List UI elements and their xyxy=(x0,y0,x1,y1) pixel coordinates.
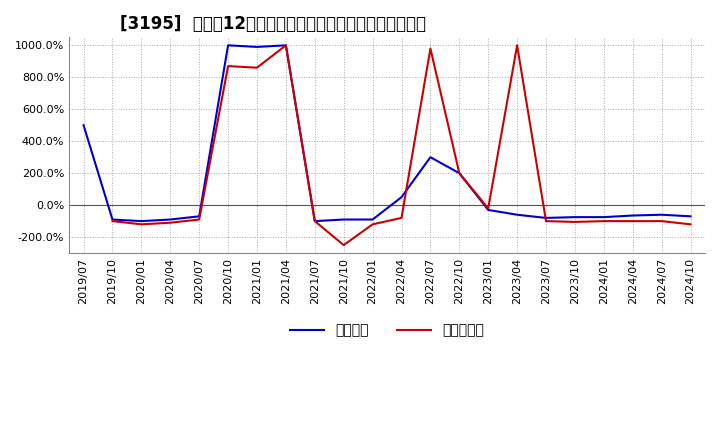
当期純利益 xyxy=(310,219,319,224)
Legend: 経常利益, 当期純利益: 経常利益, 当期純利益 xyxy=(284,318,490,343)
経常利益 xyxy=(137,219,145,224)
当期純利益 xyxy=(484,205,492,211)
経常利益 xyxy=(541,215,550,220)
経常利益 xyxy=(397,194,406,200)
当期純利益 xyxy=(282,43,290,48)
経常利益 xyxy=(686,214,695,219)
当期純利益 xyxy=(686,222,695,227)
経常利益 xyxy=(224,43,233,48)
当期純利益 xyxy=(137,222,145,227)
当期純利益 xyxy=(166,220,174,225)
経常利益 xyxy=(484,207,492,213)
経常利益 xyxy=(455,171,464,176)
経常利益 xyxy=(657,212,666,217)
経常利益 xyxy=(79,123,88,128)
経常利益 xyxy=(426,154,435,160)
経常利益 xyxy=(513,212,521,217)
経常利益 xyxy=(600,214,608,220)
経常利益 xyxy=(571,214,580,220)
当期純利益 xyxy=(195,217,204,222)
当期純利益 xyxy=(513,43,521,48)
Line: 当期純利益: 当期純利益 xyxy=(112,45,690,245)
当期純利益 xyxy=(224,63,233,69)
Line: 経常利益: 経常利益 xyxy=(84,45,690,221)
当期純利益 xyxy=(629,219,637,224)
当期純利益 xyxy=(397,215,406,220)
当期純利益 xyxy=(253,65,261,70)
経常利益 xyxy=(339,217,348,222)
経常利益 xyxy=(108,217,117,222)
当期純利益 xyxy=(426,46,435,51)
当期純利益 xyxy=(541,219,550,224)
当期純利益 xyxy=(108,219,117,224)
当期純利益 xyxy=(657,219,666,224)
Text: [3195]  利益の12か月移動合計の対前年同期増減率の推移: [3195] 利益の12か月移動合計の対前年同期増減率の推移 xyxy=(120,15,426,33)
経常利益 xyxy=(369,217,377,222)
経常利益 xyxy=(195,214,204,219)
当期純利益 xyxy=(455,171,464,176)
経常利益 xyxy=(629,213,637,218)
当期純利益 xyxy=(600,219,608,224)
当期純利益 xyxy=(571,219,580,224)
当期純利益 xyxy=(369,222,377,227)
当期純利益 xyxy=(339,242,348,248)
経常利益 xyxy=(310,219,319,224)
経常利益 xyxy=(166,217,174,222)
経常利益 xyxy=(253,44,261,50)
経常利益 xyxy=(282,43,290,48)
